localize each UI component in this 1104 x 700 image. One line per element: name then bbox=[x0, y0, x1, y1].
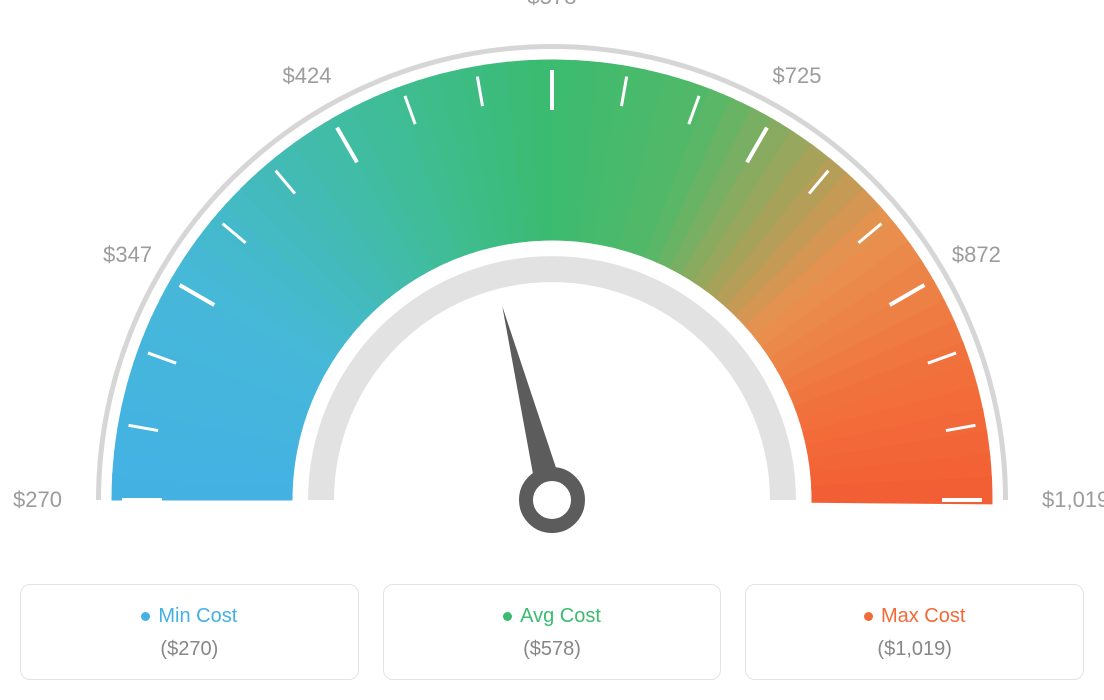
legend-value-avg: ($578) bbox=[384, 638, 721, 661]
legend-value-min: ($270) bbox=[21, 638, 358, 661]
legend-dot-avg bbox=[503, 612, 512, 621]
legend-card-avg: Avg Cost ($578) bbox=[383, 584, 722, 680]
legend-title-max: Max Cost bbox=[746, 605, 1083, 628]
gauge-label: $725 bbox=[773, 63, 822, 89]
legend-card-min: Min Cost ($270) bbox=[20, 584, 359, 680]
legend-title-avg-text: Avg Cost bbox=[520, 605, 601, 627]
needle-hub bbox=[526, 474, 578, 526]
legend-title-min-text: Min Cost bbox=[158, 605, 237, 627]
legend-card-max: Max Cost ($1,019) bbox=[745, 584, 1084, 680]
gauge-label: $872 bbox=[952, 242, 1001, 268]
gauge-label: $347 bbox=[103, 242, 152, 268]
legend-row: Min Cost ($270) Avg Cost ($578) Max Cost… bbox=[20, 584, 1084, 680]
gauge-label: $578 bbox=[528, 0, 577, 10]
gauge-label: $270 bbox=[13, 487, 62, 513]
cost-gauge-widget: $270$347$424$578$725$872$1,019 Min Cost … bbox=[20, 20, 1084, 680]
gauge-area: $270$347$424$578$725$872$1,019 bbox=[20, 20, 1084, 560]
legend-title-avg: Avg Cost bbox=[384, 605, 721, 628]
gauge-svg bbox=[20, 20, 1084, 560]
legend-value-max: ($1,019) bbox=[746, 638, 1083, 661]
legend-title-max-text: Max Cost bbox=[881, 605, 965, 627]
legend-title-min: Min Cost bbox=[21, 605, 358, 628]
legend-dot-max bbox=[864, 612, 873, 621]
gauge-label: $424 bbox=[283, 63, 332, 89]
gauge-label: $1,019 bbox=[1042, 487, 1104, 513]
legend-dot-min bbox=[141, 612, 150, 621]
